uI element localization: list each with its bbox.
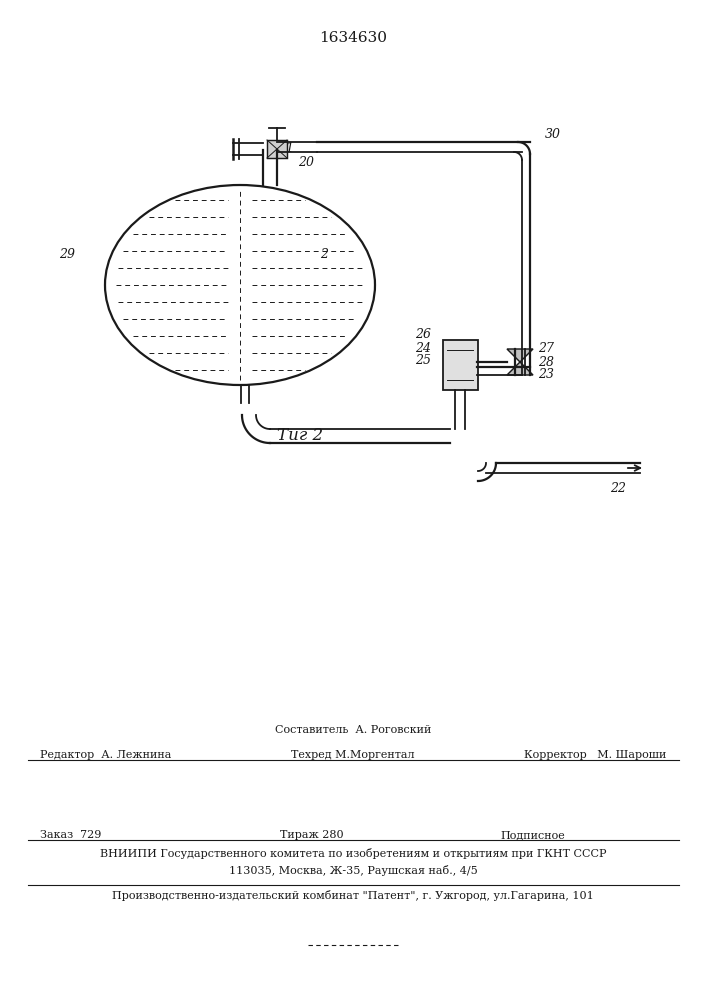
Text: 23: 23: [538, 368, 554, 381]
Text: Производственно-издательский комбинат "Патент", г. Ужгород, ул.Гагарина, 101: Производственно-издательский комбинат "П…: [112, 890, 594, 901]
Bar: [267, 140, 287, 158]
Text: Подписное: Подписное: [500, 830, 565, 840]
Text: Тираж 280: Тираж 280: [280, 830, 344, 840]
Text: 29: 29: [59, 248, 75, 261]
Text: 113035, Москва, Ж-35, Раушская наб., 4/5: 113035, Москва, Ж-35, Раушская наб., 4/5: [228, 865, 477, 876]
Polygon shape: [507, 362, 533, 375]
Text: 20: 20: [298, 155, 314, 168]
Text: 26: 26: [415, 328, 431, 342]
Text: 28: 28: [538, 356, 554, 368]
Text: 25: 25: [415, 354, 431, 366]
Text: 1634630: 1634630: [319, 31, 387, 45]
Text: 24: 24: [415, 342, 431, 355]
Text: Заказ  729: Заказ 729: [40, 830, 101, 840]
Text: 30: 30: [545, 127, 561, 140]
Text: 1: 1: [285, 141, 293, 154]
Text: Техред М.Моргентал: Техред М.Моргентал: [291, 750, 415, 760]
Text: 27: 27: [538, 342, 554, 356]
Text: Τиг 2: Τиг 2: [277, 426, 323, 444]
Text: Корректор   М. Шароши: Корректор М. Шароши: [524, 750, 666, 760]
Bar: [443, 340, 478, 390]
Text: Редактор  А. Лежнина: Редактор А. Лежнина: [40, 750, 171, 760]
Text: 2: 2: [320, 248, 328, 261]
Text: Составитель  А. Роговский: Составитель А. Роговский: [275, 725, 431, 735]
Text: 22: 22: [610, 482, 626, 494]
Text: ВНИИПИ Государственного комитета по изобретениям и открытиям при ГКНТ СССР: ВНИИПИ Государственного комитета по изоб…: [100, 848, 606, 859]
Polygon shape: [507, 349, 533, 362]
